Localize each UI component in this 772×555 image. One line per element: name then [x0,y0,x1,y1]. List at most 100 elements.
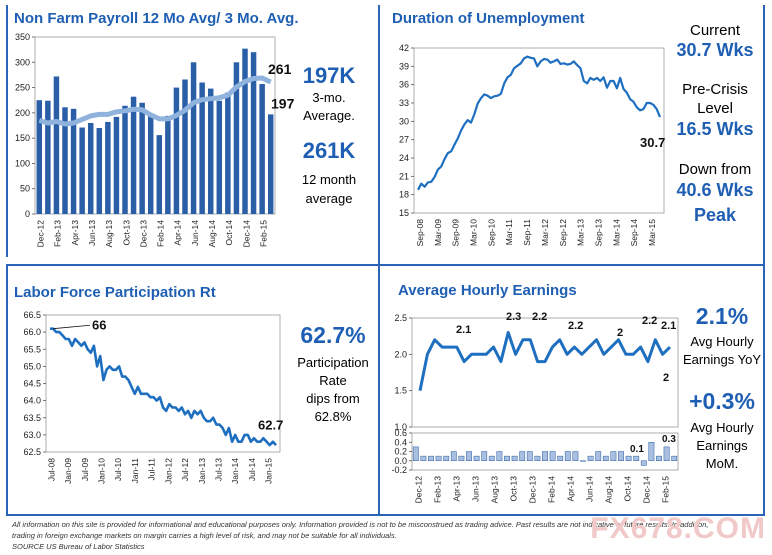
lfp-ytick-label: 64.5 [23,379,41,389]
ahe-ytick-label: 2.0 [394,349,407,359]
ahe-mom-xtick-label: Feb-13 [433,476,443,503]
ahe-mom-bar [633,455,640,461]
ahe-mom-label-c: MoM. [705,456,739,471]
ahe-plot-frame [411,317,679,428]
ahe-mom-bar [572,451,579,461]
lfp-xtick-label: Jul-10 [113,458,123,481]
ahe-mom-bar [542,451,548,461]
nfp-bar [79,127,85,214]
ahe-mom-bar [504,455,510,461]
lfp-xtick-label: Jul-09 [80,458,90,481]
ahe-mom-bar [473,455,480,461]
nfp-bar [225,92,231,214]
nfp-bar [45,100,51,214]
ahe-mom-bar [443,455,450,461]
lfp-stat-label-d: 62.8% [314,409,352,424]
nfp-xtick-label: Dec-14 [241,220,251,248]
ahe-mom-xtick-label: Dec-14 [642,476,652,504]
lfp-annotation-leader-66 [53,324,91,330]
lfp-xtick-label: Jan-09 [63,458,73,484]
nfp-xtick-label: Jun-13 [87,220,97,246]
nfp-bar [70,108,77,214]
nfp-bar [199,82,205,214]
dur-xtick-label: Sep-10 [486,219,496,247]
dur-current-value: 30.7 Wks [676,40,754,60]
nfp-bar [242,48,248,215]
ahe-mom-bar [526,451,533,461]
nfp-xtick-label: Aug-13 [104,220,114,248]
nfp-stat-12mo-label-a: 12 month [301,172,357,187]
divider-right [763,5,765,515]
ahe-yoy-annotation: 2 [617,327,623,339]
ahe-yoy-annotation: 2.2 [532,311,547,323]
ahe-yoy-annotation: 2.2 [568,320,583,332]
lfp-xtick-label: Jul-11 [147,458,157,481]
nfp-stat-12mo: 261K [302,138,356,163]
nfp-ytick-label: 0 [25,209,30,219]
nfp-bar [53,76,60,215]
nfp-xtick-label: Dec-13 [138,220,148,248]
nfp-bar [122,105,128,214]
dur-xtick-label: Sep-11 [522,219,532,246]
dur-plot-frame [413,47,665,214]
dur-xtick-label: Sep-14 [629,219,639,247]
ahe-mom-xtick-label: Jun-14 [585,476,595,502]
nfp-xtick-label: Feb-13 [53,220,63,247]
dur-xtick-label: Sep-08 [415,219,425,247]
dur-xtick-label: Mar-12 [540,219,550,246]
dur-line [417,55,662,191]
ahe-mom-bar [549,451,556,461]
ahe-mom-bar [648,442,655,461]
dur-ytick-label: 27 [399,135,409,145]
dur-xtick-label: Mar-13 [576,219,586,246]
ahe-mom-bar [625,455,632,461]
nfp-bar [190,62,197,215]
dur-ytick-label: 21 [399,171,409,181]
nfp-stat-3mo: 197K [302,63,356,88]
ahe-mom-bar [481,451,488,461]
dur-xtick-label: Mar-09 [433,219,443,246]
lfp-ytick-label: 66.0 [23,327,41,337]
nfp-ytick-label: 100 [15,158,30,168]
ahe-mom-bar [428,455,434,461]
lfp-stat-value: 62.7% [300,322,366,348]
nfp-bar [147,114,154,214]
nfp-xtick-label: Feb-14 [156,220,166,247]
nfp-bar [173,87,180,214]
ahe-mom-ytick-label: -0.2 [391,465,407,475]
lfp-annotation-66: 66 [92,317,106,332]
ahe-yoy-annotation: 2.3 [506,311,521,323]
nfp-xtick-label: Apr-14 [173,220,183,246]
dur-xtick-label: Sep-09 [451,219,461,247]
lfp-ytick-label: 64.0 [23,396,41,406]
divider-bottom [6,514,765,516]
divider-horizontal [6,264,765,266]
dur-ytick-label: 33 [399,98,409,108]
lfp-stat-label-b: Rate [319,373,347,388]
ahe-mom-label-a: Avg Hourly [690,420,754,435]
nfp-ytick-label: 250 [15,83,30,93]
ahe-mom-bar [458,455,465,461]
ahe-mom-label-b: Earnings [696,438,748,453]
ahe-mom-bar [663,446,670,461]
ahe-mom-ytick-label: 0.0 [394,456,407,466]
dur-level-label: Level [697,100,733,117]
nfp-bar [156,135,163,214]
nfp-bar [207,88,214,214]
ahe-yoy-annotation: 2.1 [661,320,676,332]
nfp-ytick-label: 150 [15,133,30,143]
lfp-xtick-label: Jan-12 [163,458,173,484]
lfp-xtick-label: Jul-12 [180,458,190,481]
lfp-xtick-label: Jul-13 [214,458,224,481]
ahe-mom-ytick-label: 0.4 [394,437,407,447]
lfp-line [50,327,277,447]
ahe-mom-bar [580,460,586,462]
footnote-line-1: All information on this site is provided… [12,520,709,529]
dur-ytick-label: 24 [399,153,409,163]
ahe-mom-xtick-label: Apr-13 [452,476,462,502]
nfp-annotation-261: 261 [268,61,292,77]
watermark: FX678.COM [590,512,766,545]
dur-ytick-label: 15 [399,208,409,218]
nfp-ytick-label: 50 [20,184,30,194]
lfp-ytick-label: 63.0 [23,430,41,440]
